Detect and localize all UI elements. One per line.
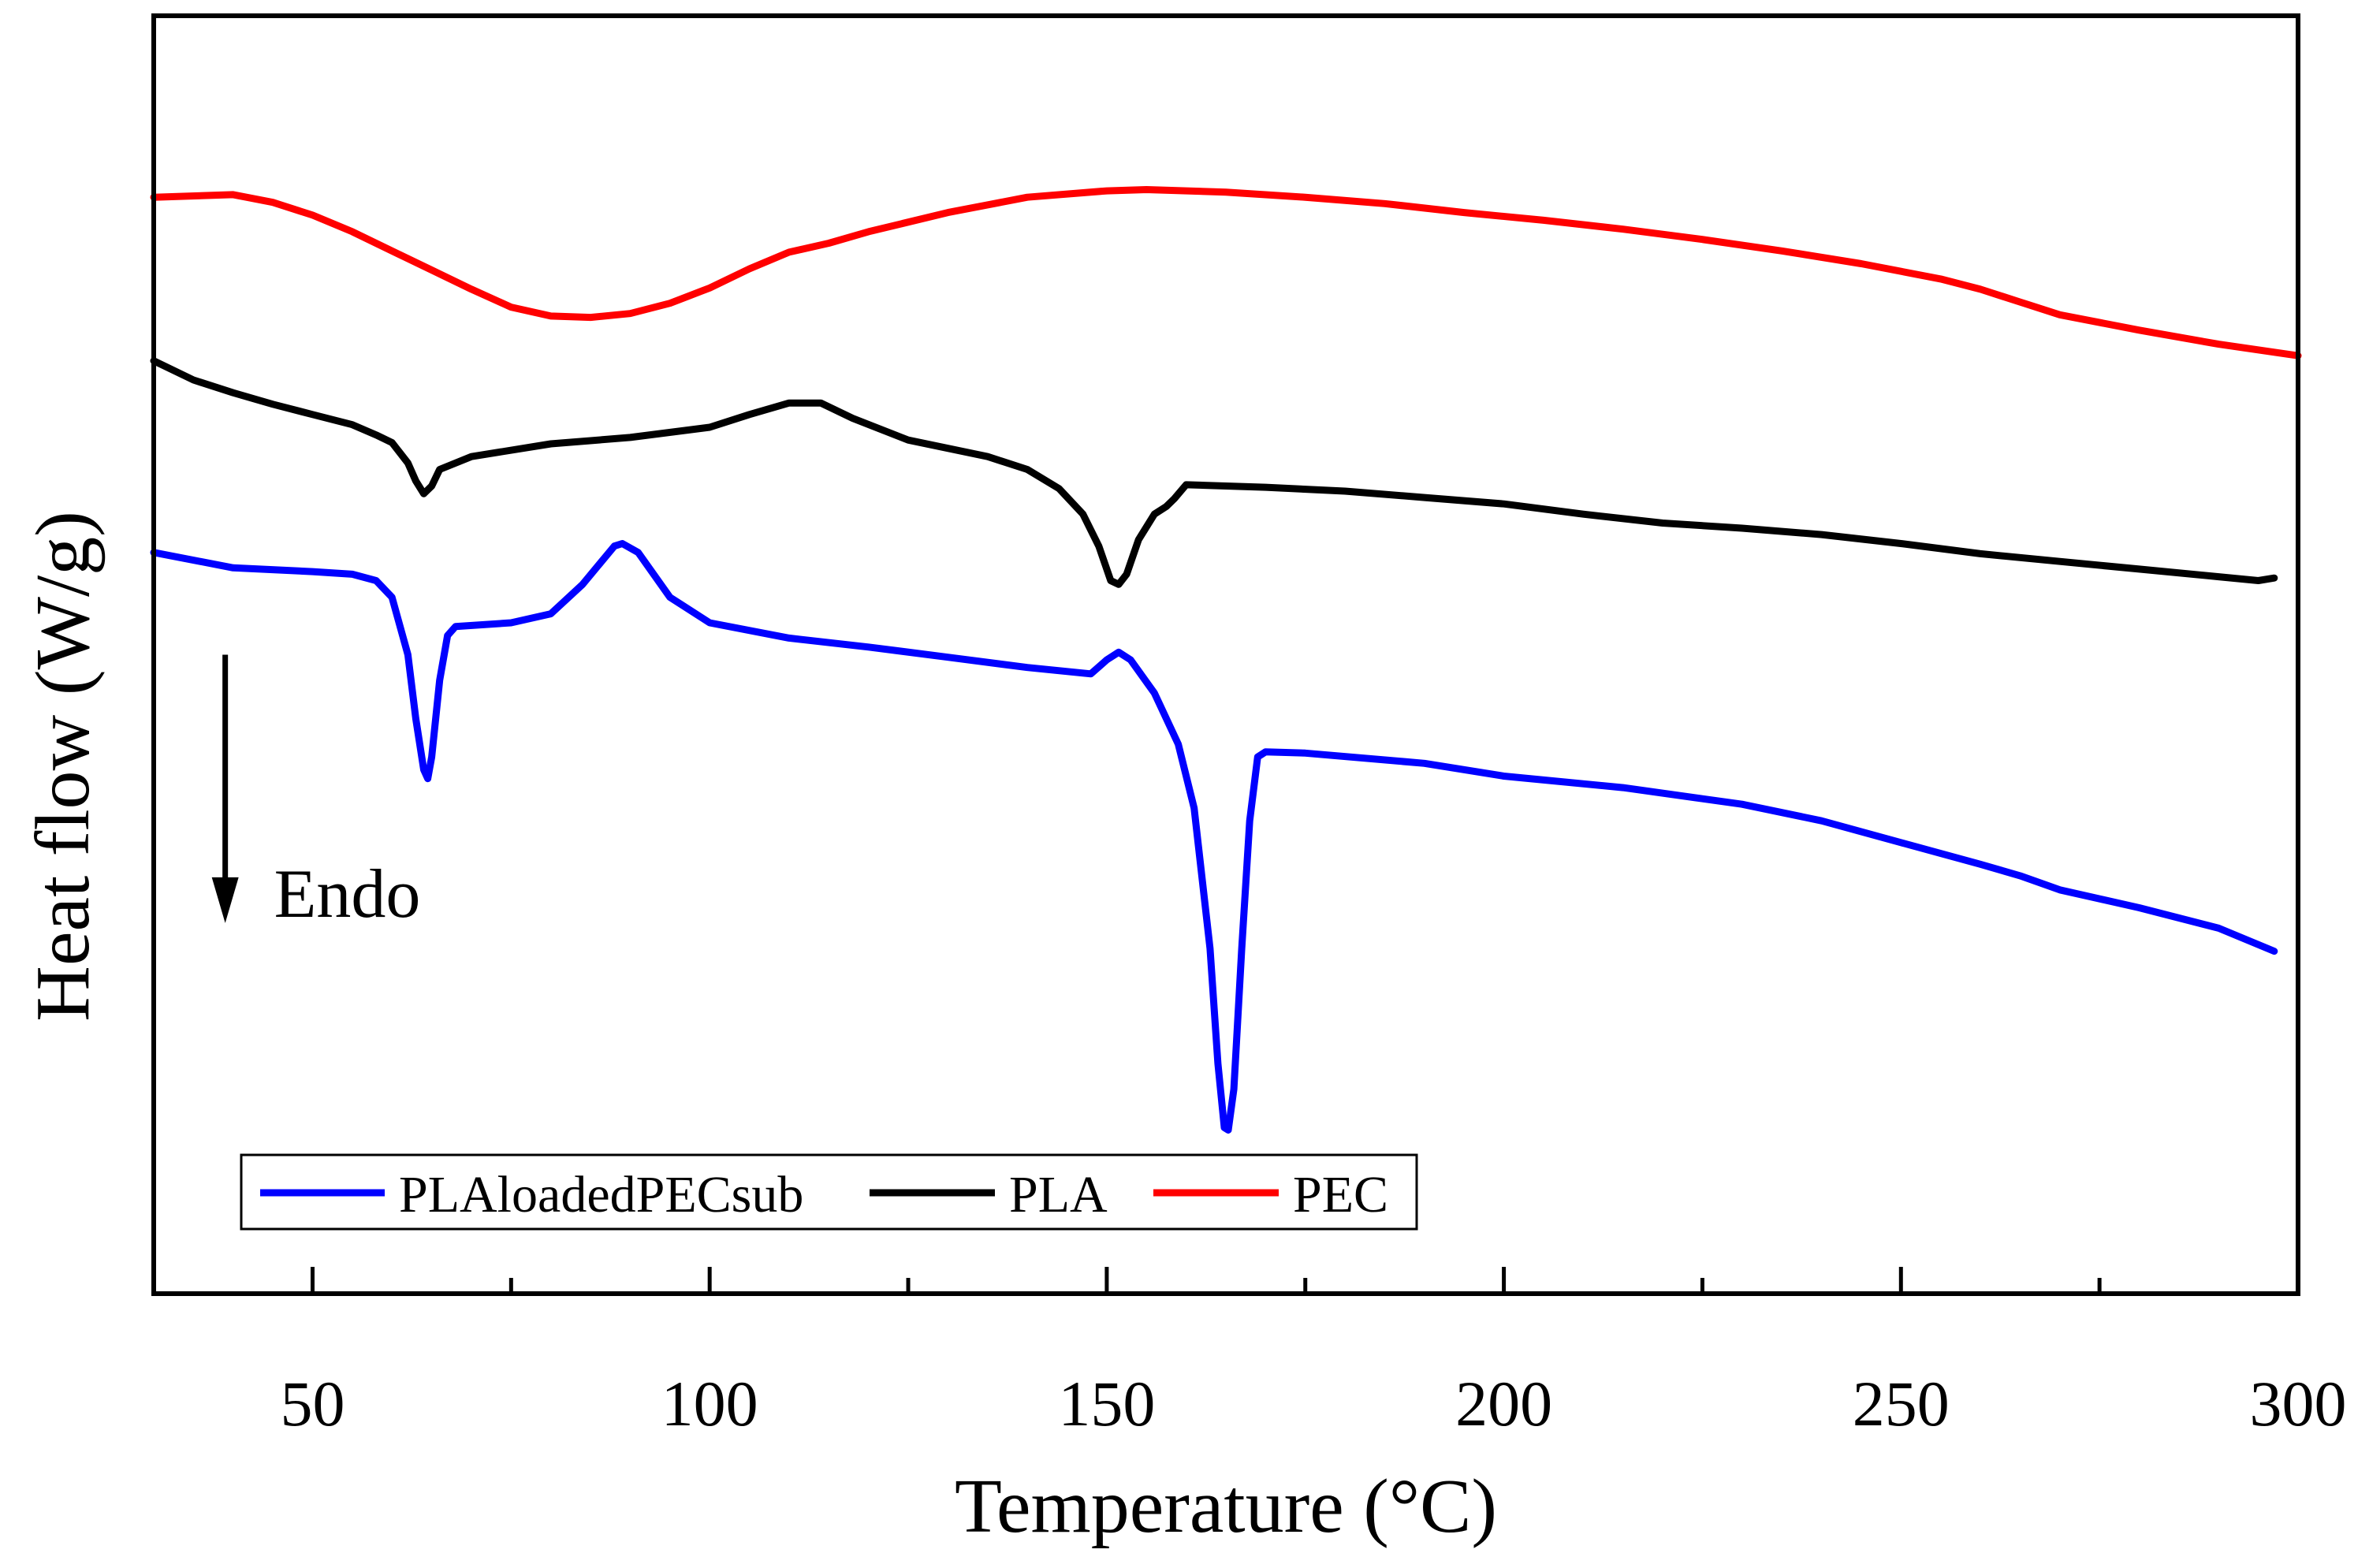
legend: PLAloadedPECsub PLA PEC [240,1153,1418,1231]
x-tick-label: 150 [1058,1368,1155,1440]
x-tick-label: 100 [661,1368,758,1440]
x-axis-title: Temperature (°C) [955,1464,1497,1549]
x-tick-label: 200 [1455,1368,1552,1440]
plot-curves [150,186,2302,1134]
series-line-plaloadedpecsub [150,540,2278,1134]
plot-area-frame [151,13,2300,1296]
endo-arrow-head-icon [211,877,239,923]
x-tick-label: 300 [2250,1368,2347,1440]
series-line-pec [150,186,2302,359]
y-axis-title: Heat flow (W/g) [20,511,106,1022]
legend-label: PLA [1009,1166,1108,1223]
x-axis-ticks: 50 100 150 200 250 300 [280,1267,2347,1440]
endo-label: Endo [274,856,421,933]
x-tick-label: 50 [280,1368,345,1440]
series-line-pla [150,357,2278,588]
legend-label: PEC [1293,1166,1388,1223]
x-tick-label: 250 [1853,1368,1950,1440]
endo-annotation: Endo [211,654,421,933]
legend-label: PLAloadedPECsub [399,1166,803,1223]
